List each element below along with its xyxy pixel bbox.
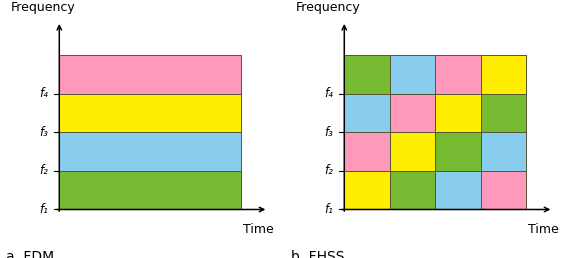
Bar: [390, 132, 435, 171]
Bar: [481, 132, 527, 171]
Bar: [344, 94, 390, 132]
Bar: [59, 132, 242, 171]
Text: a. FDM: a. FDM: [6, 250, 54, 258]
Bar: [390, 55, 435, 94]
Text: f₄: f₄: [325, 87, 333, 100]
Bar: [435, 132, 481, 171]
Text: f₃: f₃: [40, 126, 48, 139]
Text: b. FHSS: b. FHSS: [291, 250, 344, 258]
Bar: [481, 55, 527, 94]
Bar: [481, 171, 527, 209]
Text: f₂: f₂: [40, 164, 48, 178]
Bar: [59, 171, 242, 209]
Text: Frequency: Frequency: [11, 1, 76, 14]
Text: f₁: f₁: [325, 203, 333, 216]
Bar: [59, 55, 242, 94]
Text: Time: Time: [528, 223, 559, 236]
Bar: [344, 55, 390, 94]
Bar: [390, 94, 435, 132]
Bar: [390, 171, 435, 209]
Text: f₃: f₃: [325, 126, 333, 139]
Text: Frequency: Frequency: [296, 1, 361, 14]
Text: f₄: f₄: [40, 87, 48, 100]
Bar: [481, 94, 527, 132]
Text: Time: Time: [243, 223, 274, 236]
Bar: [435, 55, 481, 94]
Bar: [344, 132, 390, 171]
Text: f₁: f₁: [40, 203, 48, 216]
Bar: [435, 94, 481, 132]
Bar: [59, 94, 242, 132]
Text: f₂: f₂: [325, 164, 333, 178]
Bar: [435, 171, 481, 209]
Bar: [344, 171, 390, 209]
